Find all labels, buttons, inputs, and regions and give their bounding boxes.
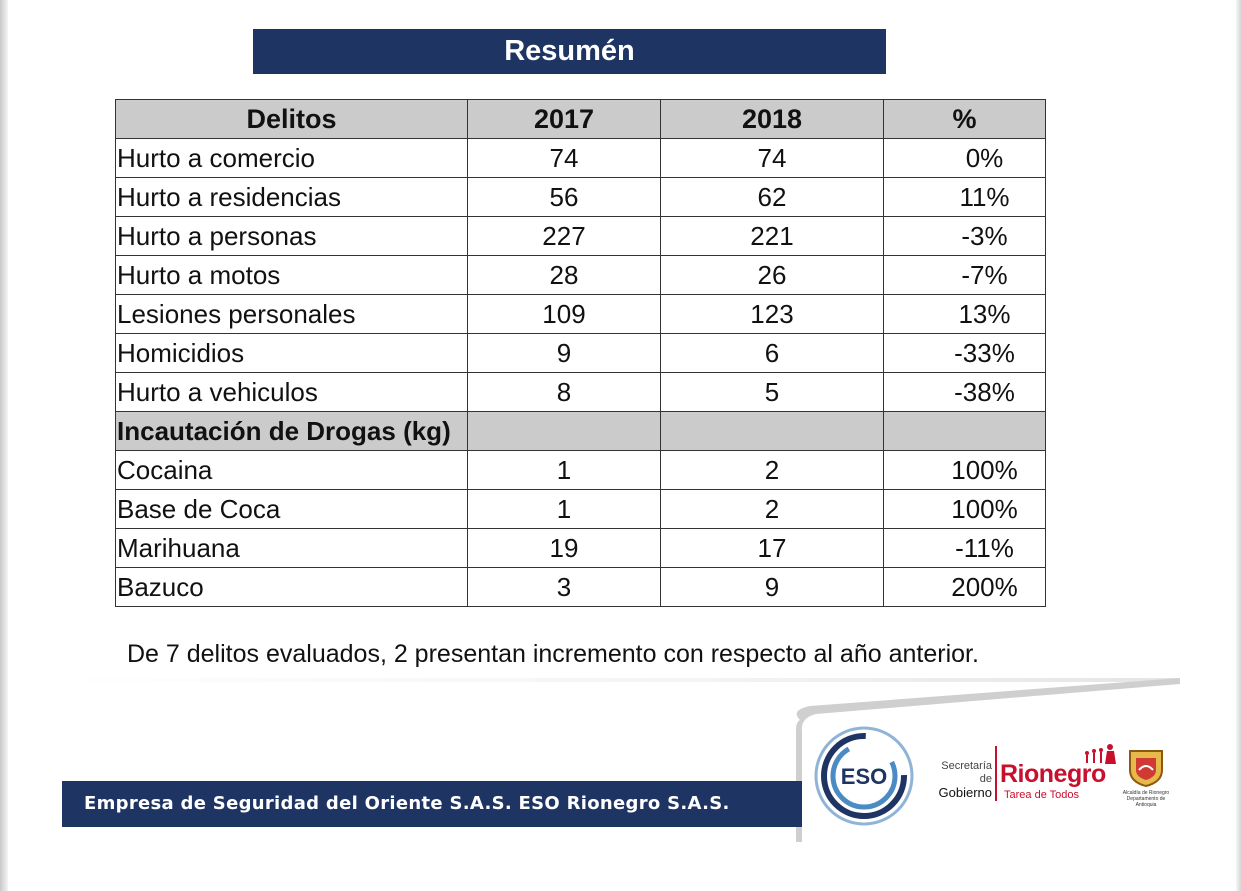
section-empty-cell [467,411,661,451]
table-row: Bazuco 3 9 200% [115,567,1046,607]
cell-2017: 56 [467,177,661,217]
footer-band [62,781,802,827]
secretaria-line1: Secretaría de [941,760,992,785]
cell-2018: 26 [660,255,884,295]
table-row: Hurto a comercio 74 74 0% [115,138,1046,178]
cell-delito: Cocaina [115,450,468,490]
header-2018: 2018 [660,99,884,139]
summary-table: Delitos 2017 2018 % Hurto a comercio 74 74… [115,99,1046,607]
cell-delito: Hurto a residencias [115,177,468,217]
cell-2018: 221 [660,216,884,256]
cell-2017: 3 [467,567,661,607]
cell-2018: 62 [660,177,884,217]
cell-percent: -33% [883,333,1046,373]
table-row: Lesiones personales 109 123 13% [115,294,1046,334]
cell-delito: Hurto a comercio [115,138,468,178]
footer-swoosh [60,678,1180,842]
alcaldia-caption: Alcaldía de Rionegro Departamento de Ant… [1118,790,1174,808]
cell-percent: 13% [883,294,1046,334]
table-row: Marihuana 19 17 -11% [115,528,1046,568]
cell-2018: 6 [660,333,884,373]
cell-delito: Hurto a vehiculos [115,372,468,412]
cell-delito: Base de Coca [115,489,468,529]
cell-delito: Homicidios [115,333,468,373]
page-title: Resumén [253,29,886,74]
alcaldia-shield-icon [1129,750,1163,788]
cell-percent: -3% [883,216,1046,256]
header-percent: % [883,99,1046,139]
cell-percent: 11% [883,177,1046,217]
section-label-drogas: Incautación de Drogas (kg) [115,411,468,451]
cell-2017: 1 [467,489,661,529]
secretaria-gobierno-label: Secretaría de Gobierno [930,760,992,799]
table-row: Cocaina 1 2 100% [115,450,1046,490]
page-left-edge-shadow [0,0,8,891]
cell-2018: 2 [660,489,884,529]
cell-2018: 123 [660,294,884,334]
cell-delito: Lesiones personales [115,294,468,334]
cell-percent: -11% [883,528,1046,568]
rionegro-logo-text: Rionegro [1000,760,1106,788]
table-row: Homicidios 9 6 -33% [115,333,1046,373]
table-row: Hurto a personas 227 221 -3% [115,216,1046,256]
footer-company-text: Empresa de Seguridad del Oriente S.A.S. … [84,793,730,814]
section-empty-cell [883,411,1046,451]
cell-2018: 9 [660,567,884,607]
table-row: Hurto a motos 28 26 -7% [115,255,1046,295]
table-row: Hurto a vehiculos 8 5 -38% [115,372,1046,412]
summary-note: De 7 delitos evaluados, 2 presentan incr… [127,640,979,668]
cell-2018: 17 [660,528,884,568]
logo-divider [995,746,997,801]
rionegro-tagline: Tarea de Todos [1004,789,1080,801]
cell-2017: 109 [467,294,661,334]
table-section-row: Incautación de Drogas (kg) [115,411,1046,451]
cell-percent: 200% [883,567,1046,607]
eso-logo-text: ESO [841,764,887,789]
rionegro-people-icon [1085,744,1116,764]
alcaldia-line2: Departamento de Antioquia [1126,796,1166,808]
table-header-row: Delitos 2017 2018 % [115,99,1046,139]
cell-delito: Hurto a motos [115,255,468,295]
cell-2018: 74 [660,138,884,178]
cell-2018: 5 [660,372,884,412]
cell-2017: 227 [467,216,661,256]
cell-2017: 9 [467,333,661,373]
cell-percent: 100% [883,489,1046,529]
cell-percent: 100% [883,450,1046,490]
page-right-edge-shadow [1236,0,1242,891]
cell-2017: 8 [467,372,661,412]
cell-delito: Marihuana [115,528,468,568]
cell-2018: 2 [660,450,884,490]
cell-2017: 19 [467,528,661,568]
cell-2017: 1 [467,450,661,490]
cell-2017: 74 [467,138,661,178]
cell-percent: 0% [883,138,1046,178]
cell-percent: -7% [883,255,1046,295]
alcaldia-line1: Alcaldía de Rionegro [1122,790,1170,796]
header-2017: 2017 [467,99,661,139]
eso-logo: ESO [814,726,914,826]
table-row: Hurto a residencias 56 62 11% [115,177,1046,217]
header-delitos: Delitos [115,99,468,139]
secretaria-line2: Gobierno [938,785,992,800]
cell-2017: 28 [467,255,661,295]
cell-percent: -38% [883,372,1046,412]
section-empty-cell [660,411,884,451]
table-row: Base de Coca 1 2 100% [115,489,1046,529]
cell-delito: Hurto a personas [115,216,468,256]
cell-delito: Bazuco [115,567,468,607]
